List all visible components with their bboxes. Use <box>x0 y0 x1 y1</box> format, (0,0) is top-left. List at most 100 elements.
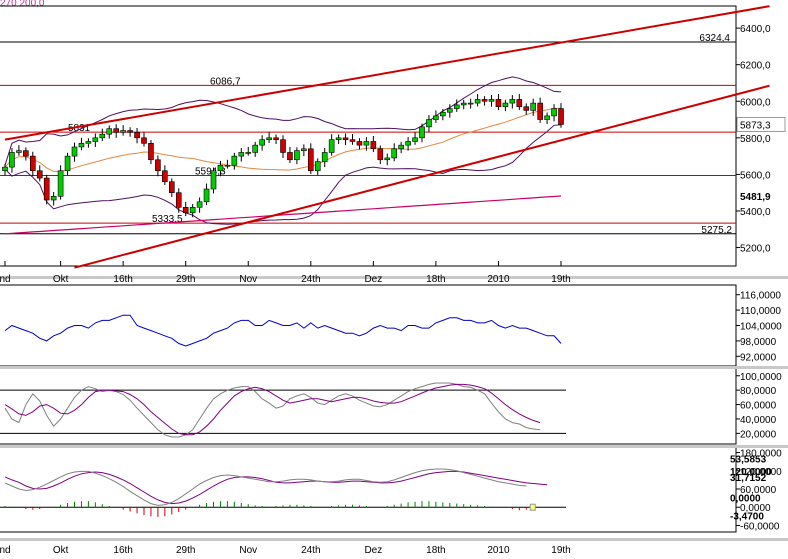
x-tick-label-top: 16th <box>113 274 132 285</box>
y-tick-label: 5800,0 <box>740 134 771 145</box>
chart-header-text: 270 200,0 <box>0 0 45 9</box>
candle-body <box>155 159 161 172</box>
candle-body <box>2 166 8 172</box>
candle-body <box>551 108 557 117</box>
y-tick-label: 100,0000 <box>740 372 782 383</box>
stochastic-line-1 <box>4 382 541 438</box>
x-tick-label-top: 19th <box>551 274 570 285</box>
candle-body <box>440 111 446 117</box>
level-label: 5275,2 <box>701 225 732 236</box>
panel-frame-4 <box>0 445 737 533</box>
last-price-box <box>736 116 786 132</box>
candle-body <box>294 150 300 161</box>
candle-body <box>349 139 356 142</box>
candle-body <box>537 102 543 120</box>
candle-body <box>120 130 126 133</box>
candle-body <box>509 99 516 104</box>
candle-body <box>335 137 342 140</box>
y-tick-label: 20,0000 <box>740 429 777 440</box>
candle-body <box>217 164 224 172</box>
x-tick-label-bottom: Dez <box>364 545 382 556</box>
candle-body <box>398 144 404 150</box>
panel-frame-2 <box>0 284 737 367</box>
moving-average-200-line <box>4 195 562 235</box>
x-tick-label-bottom: 2010 <box>487 545 510 556</box>
panel-separator <box>0 276 788 279</box>
candle-body <box>113 128 119 133</box>
y-tick-label: 60,0000 <box>740 485 777 496</box>
candle-body <box>433 115 439 120</box>
x-tick-label-top: 18th <box>426 274 445 285</box>
panel-separator <box>0 538 788 541</box>
candle-body <box>391 148 398 159</box>
candle-body <box>36 170 43 179</box>
candle-body <box>419 126 425 139</box>
candle-body <box>412 137 418 142</box>
y-tick-label: 5400,0 <box>740 207 771 218</box>
y-tick-label: 60,0000 <box>740 401 777 412</box>
candle-body <box>134 132 140 139</box>
panel-separator <box>0 445 788 448</box>
candle-body <box>259 139 265 146</box>
candle-body <box>530 102 537 111</box>
x-tick-label-top: Okt <box>53 274 69 285</box>
candle-body <box>245 152 252 154</box>
y-tick-label: 120,0000 <box>740 467 782 478</box>
candle-body <box>50 196 57 201</box>
candle-body <box>141 137 147 144</box>
y-tick-label: 104,0000 <box>740 322 782 333</box>
candle-body <box>384 157 391 161</box>
level-label: 5831 <box>68 123 91 134</box>
candle-body <box>328 139 335 153</box>
macd-end-marker <box>529 503 536 511</box>
macd-value-label: 31,7152 <box>730 473 767 484</box>
candle-body <box>29 155 36 172</box>
candle-body <box>280 139 286 153</box>
stochastic-line-2 <box>4 383 541 436</box>
candle-body <box>85 141 92 144</box>
candle-body <box>321 152 328 162</box>
x-tick-label-bottom: 16th <box>113 545 132 556</box>
candle-body <box>196 201 203 208</box>
candle-body <box>182 207 189 214</box>
y-tick-label: 0,0000 <box>740 503 771 514</box>
candle-body <box>162 170 168 183</box>
y-tick-label: 180,0000 <box>740 449 782 460</box>
candle-body <box>273 137 279 140</box>
ma200-value-label: 5481,9 <box>740 192 771 203</box>
level-label: 5594,3 <box>195 166 226 177</box>
y-tick-label: 110,0000 <box>740 306 781 317</box>
candle-body <box>544 115 550 120</box>
x-tick-label-bottom: 29th <box>176 545 195 556</box>
candle-body <box>453 104 460 109</box>
candle-body <box>203 188 210 203</box>
candle-body <box>558 108 564 125</box>
panel-frame-3 <box>0 367 737 445</box>
candle-body <box>224 164 231 167</box>
candle-body <box>210 170 217 190</box>
candle-body <box>467 102 474 105</box>
macd-value-label: 53,5853 <box>730 455 767 466</box>
candle-body <box>342 137 349 140</box>
x-tick-label-top: nd <box>0 274 11 285</box>
candle-body <box>43 177 50 201</box>
level-label: 6324,4 <box>699 33 730 44</box>
x-tick-label-bottom: Okt <box>53 545 69 556</box>
candle-body <box>189 207 196 214</box>
candle-body <box>231 155 238 166</box>
last-price-label: 5873,3 <box>740 120 771 131</box>
candle-body <box>9 152 15 168</box>
candle-body <box>446 108 453 113</box>
x-tick-label-top: 2010 <box>487 274 510 285</box>
candle-body <box>57 170 64 197</box>
candle-body <box>148 143 154 161</box>
volume-line <box>4 314 562 347</box>
x-tick-label-top: 24th <box>301 274 320 285</box>
x-tick-label-bottom: Nov <box>239 545 257 556</box>
candle-body <box>377 148 384 161</box>
candle-body <box>495 99 502 108</box>
y-tick-label: 116,0000 <box>740 291 781 302</box>
trend-line <box>74 84 770 269</box>
y-tick-label: 40,0000 <box>740 415 777 426</box>
y-tick-label: -60,0000 <box>740 521 780 532</box>
